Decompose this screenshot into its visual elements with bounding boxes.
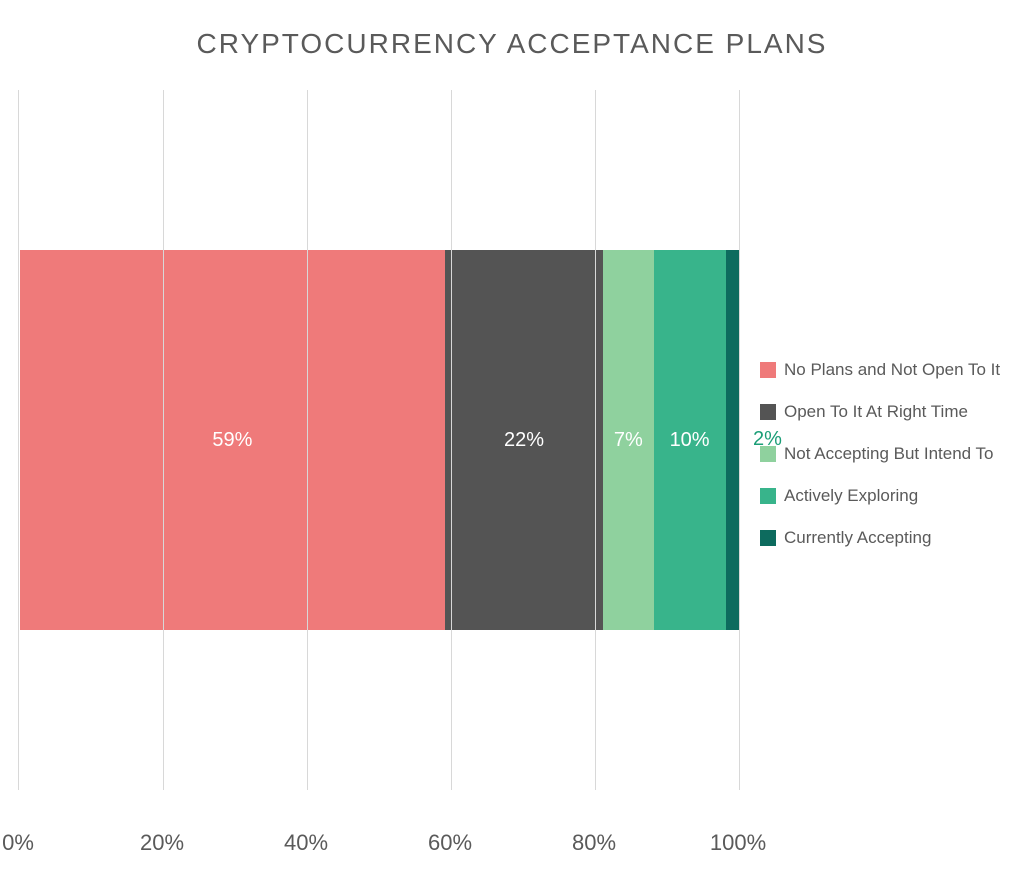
x-tick-label: 40% [284,830,328,856]
legend-item: Open To It At Right Time [760,402,1010,422]
legend-swatch [760,446,776,462]
legend-item: Currently Accepting [760,528,1010,548]
bar-segment: 10% [654,250,726,630]
gridline [739,90,740,790]
gridline [595,90,596,790]
x-tick-label: 60% [428,830,472,856]
segment-label: 59% [212,429,252,452]
legend: No Plans and Not Open To It Open To It At… [760,360,1010,570]
bar-segment: 22% [445,250,603,630]
chart-area: 59%22%7%10% 2% [18,90,738,820]
legend-swatch [760,404,776,420]
gridline [451,90,452,790]
legend-label: Open To It At Right Time [784,402,968,422]
x-axis: 0%20%40%60%80%100% [18,830,738,870]
legend-item: Not Accepting But Intend To [760,444,1010,464]
stacked-bar: 59% 22% 7% 10% [20,250,740,630]
x-tick-label: 100% [710,830,766,856]
legend-swatch [760,530,776,546]
legend-swatch [760,362,776,378]
segment-label: 22% [504,429,544,452]
segment-label: 7% [614,429,643,452]
legend-label: Actively Exploring [784,486,918,506]
gridline [163,90,164,790]
chart-title: CRYPTOCURRENCY ACCEPTANCE PLANS [0,0,1024,70]
legend-item: Actively Exploring [760,486,1010,506]
legend-label: No Plans and Not Open To It [784,360,1000,380]
legend-item: No Plans and Not Open To It [760,360,1010,380]
x-tick-label: 0% [2,830,34,856]
bar-segment: 7% [603,250,653,630]
legend-label: Currently Accepting [784,528,931,548]
x-tick-label: 80% [572,830,616,856]
bar-segment: 59% [20,250,445,630]
bar-segment [726,250,740,630]
plot: 59%22%7%10% 2% [18,90,738,790]
segment-label: 10% [670,429,710,452]
gridline [307,90,308,790]
legend-label: Not Accepting But Intend To [784,444,994,464]
x-tick-label: 20% [140,830,184,856]
legend-swatch [760,488,776,504]
